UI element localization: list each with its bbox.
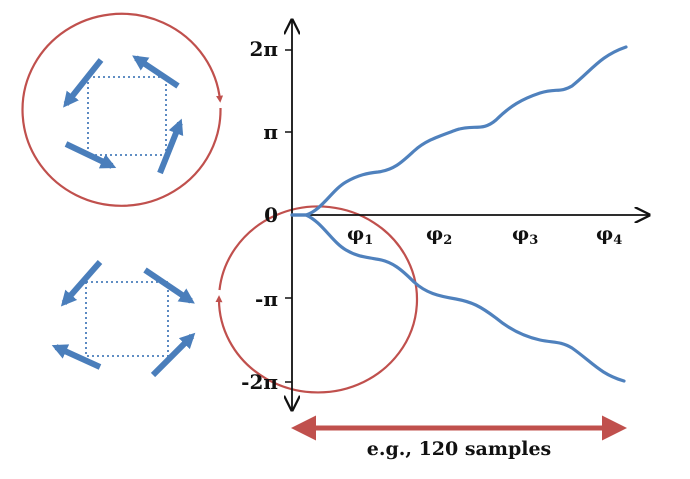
bottom-ring: [215, 205, 419, 394]
y-label-2pi: 2π: [249, 37, 278, 61]
top-arrow-lower-right: [157, 118, 184, 175]
bottom-arrow-lower-right: [150, 332, 196, 378]
axes: [285, 20, 649, 410]
bottom-arrow-upper-right: [143, 267, 195, 304]
y-label-pi: π: [263, 120, 278, 144]
top-ring: [21, 12, 224, 207]
x-label-phi1: φ1: [347, 223, 373, 248]
series-increasing: [290, 45, 628, 217]
top-arrow-upper-left: [63, 58, 104, 108]
x-label-phi4: φ4: [596, 223, 622, 248]
series-decreasing: [290, 213, 626, 383]
y-label-neg-2pi: -2π: [241, 370, 278, 394]
top-arrow-lower-left: [64, 141, 117, 169]
bottom-arrow-lower-left: [51, 344, 102, 370]
top-arrow-upper-right: [132, 55, 180, 89]
samples-caption: e.g., 120 samples: [367, 438, 552, 460]
top-dotted-square: [87, 76, 167, 156]
y-label-neg-pi: -π: [255, 287, 278, 311]
x-label-phi2: φ2: [426, 223, 452, 248]
x-label-phi3: φ3: [512, 223, 538, 248]
bottom-arrow-upper-left: [60, 260, 103, 307]
top-winding-diagram: [21, 12, 224, 207]
y-label-zero: 0: [264, 203, 278, 227]
bottom-winding-diagram: [51, 205, 419, 394]
bottom-dotted-square: [85, 281, 169, 357]
